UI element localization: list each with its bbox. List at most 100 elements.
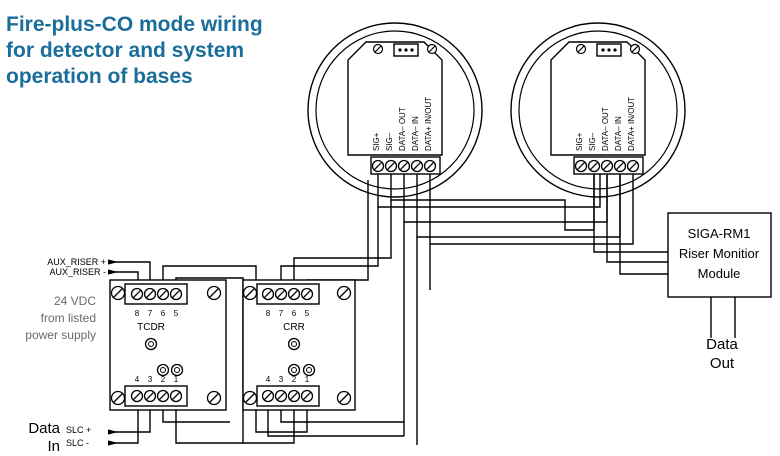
label-aux-riser-plus: AUX_RISER +	[47, 257, 106, 267]
title-line-2: for detector and system	[6, 39, 245, 62]
label-slc-plus: SLC +	[66, 425, 91, 435]
title-line-3: operation of bases	[6, 65, 193, 88]
tcdr-center-ring-icon	[144, 337, 158, 351]
crr-label-8: 8	[266, 309, 271, 318]
slc-plus-arrow-icon	[108, 429, 118, 435]
crr-label-5: 5	[305, 309, 310, 318]
crr-led-1-icon	[287, 363, 301, 377]
base-2-label-sig-minus: SIG–	[588, 132, 597, 151]
tcdr-name: TCDR	[137, 322, 165, 333]
base-1-label-sig-minus: SIG–	[385, 132, 394, 151]
crr-terminal-6-icon	[287, 287, 301, 301]
crr-terminal-7-icon	[274, 287, 288, 301]
tcdr-led-1-icon	[156, 363, 170, 377]
data-out-line-1: Data	[706, 336, 738, 353]
base-1-inner-ring	[315, 30, 475, 190]
tcdr-mount-screw-tr-icon	[206, 285, 222, 301]
label-slc-minus: SLC -	[66, 438, 89, 448]
crr-label-2: 2	[292, 375, 297, 384]
wire-crr-3	[280, 410, 404, 423]
wire-b2-rm1-a	[593, 174, 668, 253]
slc-minus-arrow-icon	[108, 440, 118, 446]
base-2-terminal-data-plus-icon	[626, 159, 640, 173]
crr-mount-screw-tr-icon	[336, 285, 352, 301]
base-1-label-data-minus-in: DATA– IN	[411, 116, 420, 151]
riser-monitor-module: SIGA-RM1 Riser Monitior Module	[667, 212, 772, 298]
crr-name: CRR	[283, 322, 305, 333]
label-supply-1: 24 VDC	[54, 294, 96, 308]
crr-relay: 8 7 6 5 CRR 4 3 2 1	[242, 279, 356, 411]
label-data: Data	[28, 420, 60, 437]
base-2-outer-ring	[510, 22, 686, 198]
detector-base-1: SIG+ SIG– DATA– OUT DATA– IN DATA+ IN/OU…	[307, 22, 483, 198]
wire-slc-plus	[110, 410, 151, 433]
crr-led-2-icon	[302, 363, 316, 377]
base-1-terminal-data-in-icon	[410, 159, 424, 173]
detector-base-2: SIG+ SIG– DATA– OUT DATA– IN DATA+ IN/OU…	[510, 22, 686, 198]
base-1-screw-left-icon	[372, 43, 384, 55]
base-2-terminal-sig-plus-icon	[574, 159, 588, 173]
riser-module-line-3: Module	[698, 266, 741, 281]
wire-tcdr-2	[162, 410, 230, 423]
wire-b1-crr-8	[280, 207, 379, 292]
base-2-label-data-minus-in: DATA– IN	[614, 116, 623, 151]
tcdr-label-7: 7	[148, 309, 153, 318]
base-2-label-data-plus-inout: DATA+ IN/OUT	[627, 97, 636, 151]
title-line-1: Fire-plus-CO mode wiring	[6, 13, 263, 36]
tcdr-label-4: 4	[135, 375, 140, 384]
aux-minus-arrow-icon	[108, 269, 118, 275]
tcdr-mount-screw-tl-icon	[110, 285, 126, 301]
crr-terminal-3-icon	[274, 389, 288, 403]
base-1-terminal-data-plus-icon	[423, 159, 437, 173]
base-1-label-data-minus-out: DATA– OUT	[398, 107, 407, 151]
base-1-outer-ring	[307, 22, 483, 198]
wire-b2-rm1-c	[619, 174, 668, 275]
crr-terminal-1-icon	[300, 389, 314, 403]
wire-data-plus-b1-b2	[429, 174, 634, 245]
riser-module-box	[667, 212, 772, 298]
crr-terminal-4-icon	[261, 389, 275, 403]
wire-sig-plus-b1-b2	[377, 174, 601, 208]
diagram-title: Fire-plus-CO mode wiring for detector an…	[6, 12, 306, 90]
wire-slc-minus	[110, 410, 139, 444]
crr-label-1: 1	[305, 375, 310, 384]
tcdr-label-2: 2	[161, 375, 166, 384]
tcdr-terminal-4-icon	[130, 389, 144, 403]
base-2-screw-right-icon	[629, 43, 641, 55]
tcdr-terminal-6-icon	[156, 287, 170, 301]
data-out-label: Data Out	[706, 336, 738, 372]
crr-terminal-8-icon	[261, 287, 275, 301]
crr-mount-screw-bl-icon	[242, 390, 258, 406]
riser-module-line-1: SIGA-RM1	[688, 226, 751, 241]
label-supply-3: power supply	[25, 328, 96, 342]
riser-module-line-2: Riser Monitior	[679, 246, 760, 261]
tcdr-label-3: 3	[148, 375, 153, 384]
label-in: In	[47, 438, 60, 455]
tcdr-relay: 8 7 6 5 TCDR 4 3 2 1	[109, 279, 227, 411]
tcdr-mount-screw-br-icon	[206, 390, 222, 406]
base-2-terminal-sig-minus-icon	[587, 159, 601, 173]
crr-terminal-2-icon	[287, 389, 301, 403]
crr-label-6: 6	[292, 309, 297, 318]
wire-b1-crr-7	[293, 200, 392, 292]
crr-terminal-5-icon	[300, 287, 314, 301]
base-1-terminal-data-out-icon	[397, 159, 411, 173]
tcdr-terminal-3-icon	[143, 389, 157, 403]
crr-label-4: 4	[266, 375, 271, 384]
tcdr-terminal-7-icon	[143, 287, 157, 301]
base-2-screw-left-icon	[575, 43, 587, 55]
aux-plus-arrow-icon	[108, 259, 118, 265]
wire-crr-4	[267, 410, 404, 437]
tcdr-terminal-8-icon	[130, 287, 144, 301]
base-1-terminal-sig-minus-icon	[384, 159, 398, 173]
base-2-label-data-minus-out: DATA– OUT	[601, 107, 610, 151]
left-labels: AUX_RISER + AUX_RISER - 24 VDC from list…	[25, 257, 118, 455]
label-supply-2: from listed	[41, 311, 96, 325]
crr-label-7: 7	[279, 309, 284, 318]
wire-b2-rm1-b	[606, 174, 668, 263]
wire-tcdr-1	[175, 410, 243, 444]
tcdr-label-8: 8	[135, 309, 140, 318]
tcdr-led-2-icon	[170, 363, 184, 377]
crr-mount-screw-br-icon	[336, 390, 352, 406]
